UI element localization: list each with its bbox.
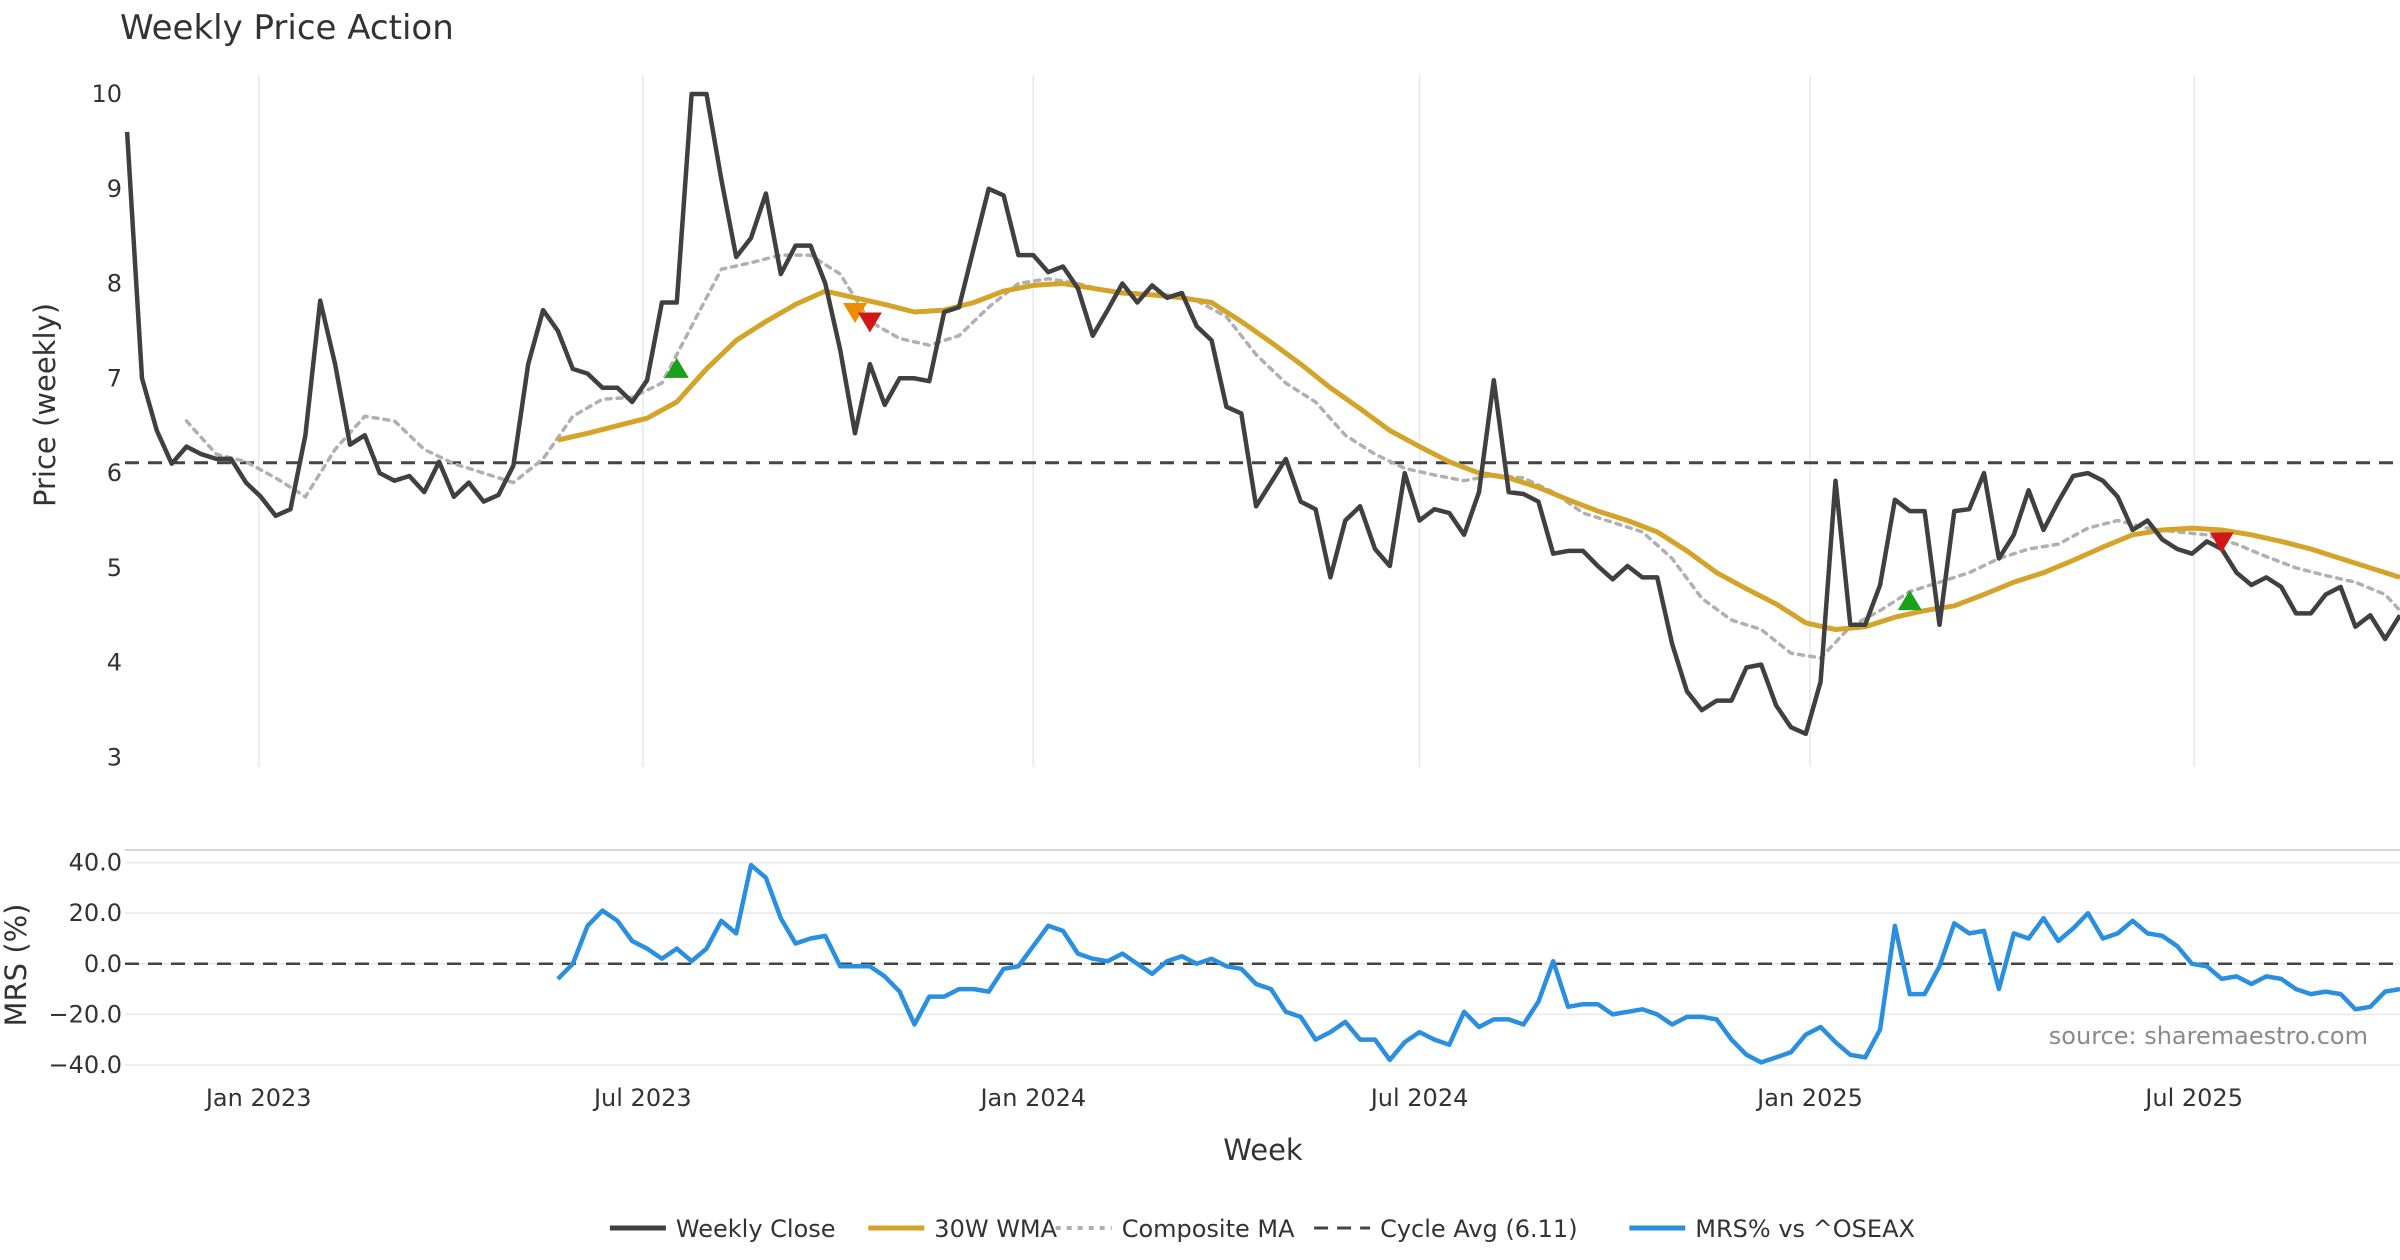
wma-30w-line — [557, 281, 2400, 632]
mrs-y-axis-title: MRS (%) — [0, 904, 33, 1027]
legend-label: Composite MA — [1122, 1215, 1295, 1243]
legend-item: MRS% vs ^OSEAX — [1629, 1215, 1915, 1243]
price-series — [124, 91, 2400, 737]
mrs-y-tick-label: −20.0 — [48, 1000, 122, 1028]
x-axis-ticks: Jan 2023 Jul 2023 Jan 2024 Jul 2024 Jan 2025… — [204, 1084, 2243, 1112]
price-y-tick-label: 10 — [91, 80, 122, 108]
mrs-series — [125, 862, 2400, 1065]
mrs-line — [556, 862, 2400, 1065]
price-grid — [257, 75, 2195, 767]
x-tick-label: Jan 2024 — [978, 1084, 1086, 1112]
mrs-panel: −40.0 −20.0 0.0 20.0 40.0 MRS (%) source: sh… — [0, 849, 2400, 1079]
buy-signal-marker — [664, 357, 689, 378]
sell-signal-marker — [843, 302, 868, 323]
x-tick-label: Jul 2023 — [592, 1084, 692, 1112]
price-y-tick-label: 8 — [107, 270, 122, 298]
legend-item: Composite MA — [1055, 1215, 1295, 1243]
price-y-tick-label: 7 — [107, 364, 122, 392]
x-axis-title: Week — [1223, 1133, 1303, 1167]
mrs-y-tick-label: 40.0 — [69, 849, 122, 877]
sell-signal-marker — [2209, 532, 2234, 553]
price-y-tick-label: 3 — [107, 744, 122, 772]
price-y-tick-label: 9 — [107, 175, 122, 203]
price-y-tick-label: 4 — [107, 649, 122, 677]
chart-title: Weekly Price Action — [120, 8, 454, 48]
legend-item: 30W WMA — [868, 1215, 1058, 1243]
legend-label: Cycle Avg (6.11) — [1380, 1215, 1577, 1243]
buy-signal-marker — [1897, 590, 1922, 611]
weekly-close-line — [124, 91, 2400, 737]
signal-markers — [664, 302, 2234, 611]
source-note: source: sharemaestro.com — [2049, 1022, 2368, 1050]
mrs-y-tick-label: 0.0 — [84, 950, 122, 978]
x-tick-label: Jan 2023 — [204, 1084, 312, 1112]
price-y-tick-label: 6 — [107, 459, 122, 487]
composite-ma-line — [184, 253, 2400, 660]
price-y-tick-label: 5 — [107, 554, 122, 582]
price-panel: 3 4 5 6 7 8 9 10 Price (weekly) — [28, 75, 2400, 772]
legend: Weekly Close 30W WMA Composite MA Cycle Avg… — [609, 1215, 1915, 1243]
legend-item: Cycle Avg (6.11) — [1314, 1215, 1578, 1243]
legend-item: Weekly Close — [609, 1215, 836, 1243]
legend-label: Weekly Close — [676, 1215, 836, 1243]
x-tick-label: Jul 2025 — [2143, 1084, 2243, 1112]
price-y-axis-title: Price (weekly) — [28, 303, 62, 507]
mrs-y-tick-label: 20.0 — [69, 899, 122, 927]
mrs-y-ticks: −40.0 −20.0 0.0 20.0 40.0 — [48, 849, 122, 1079]
mrs-y-tick-label: −40.0 — [48, 1051, 122, 1079]
legend-label: MRS% vs ^OSEAX — [1695, 1215, 1915, 1243]
sell-signal-marker — [857, 312, 882, 333]
x-tick-label: Jan 2025 — [1755, 1084, 1863, 1112]
price-y-ticks: 3 4 5 6 7 8 9 10 — [91, 80, 122, 772]
legend-label: 30W WMA — [934, 1215, 1057, 1243]
x-tick-label: Jul 2024 — [1369, 1084, 1469, 1112]
